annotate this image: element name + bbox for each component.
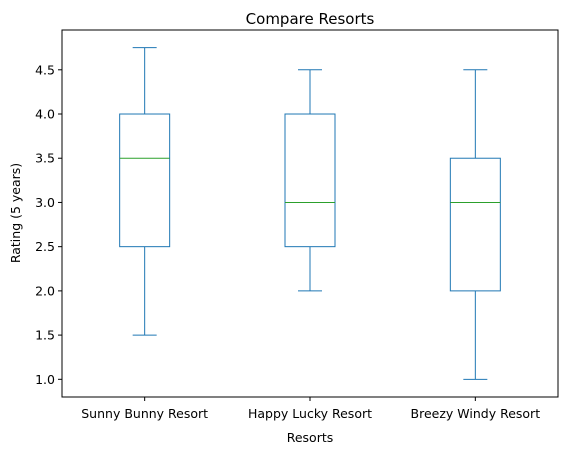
y-tick-label: 4.5 (35, 62, 55, 77)
box-1 (119, 47, 171, 336)
box-3 (449, 69, 501, 380)
y-tick-label: 2.5 (35, 239, 55, 254)
y-tick-label: 3.5 (35, 151, 55, 166)
chart-title: Compare Resorts (246, 10, 375, 28)
x-tick-label: Sunny Bunny Resort (81, 406, 208, 421)
box-2 (284, 69, 336, 292)
y-axis-ticks: 1.0 1.5 2.0 2.5 3.0 3.5 4.0 4.5 (35, 62, 62, 387)
x-tick-label: Breezy Windy Resort (411, 406, 541, 421)
plot-frame (61, 29, 559, 398)
y-tick-label: 2.0 (35, 283, 55, 298)
y-axis-label: Rating (5 years) (8, 163, 23, 263)
x-axis-label: Resorts (287, 430, 334, 445)
x-axis-ticks: Sunny Bunny Resort Happy Lucky Resort Bree… (81, 397, 540, 421)
x-tick-label: Happy Lucky Resort (248, 406, 372, 421)
y-tick-label: 1.5 (35, 328, 55, 343)
box-iqr (284, 113, 336, 248)
y-tick-label: 4.0 (35, 107, 55, 122)
y-tick-label: 3.0 (35, 195, 55, 210)
box-iqr (119, 113, 171, 248)
box-iqr (449, 157, 501, 292)
plot-area (119, 47, 501, 380)
y-tick-label: 1.0 (35, 372, 55, 387)
